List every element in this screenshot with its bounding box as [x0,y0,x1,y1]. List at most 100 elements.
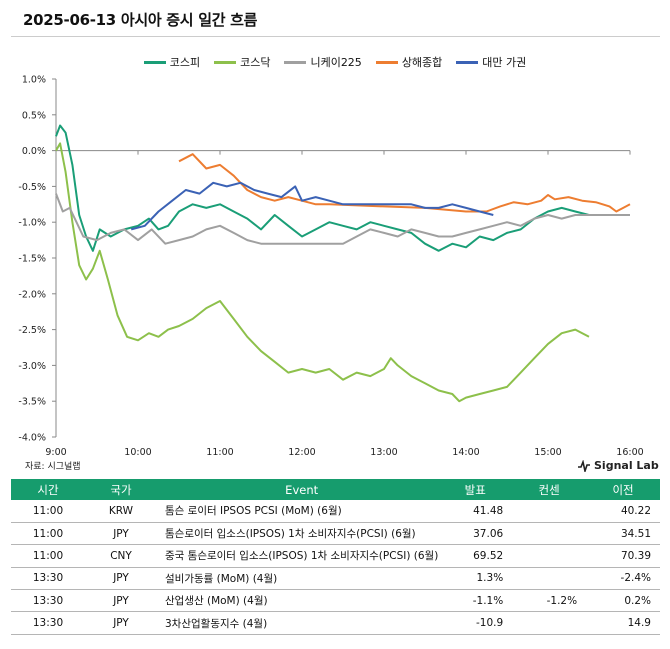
cell-consensus [512,500,587,523]
cell-time: 13:30 [11,611,85,635]
cell-time: 11:00 [11,522,85,546]
legend-label: 상해종합 [401,56,443,69]
table-row: 11:00 KRW 톰슨 로이터 IPSOS PCSI (MoM) (6월) 41.4… [11,500,660,523]
y-tick-label: -4.0% [18,433,46,444]
series-line-3 [178,153,631,213]
cell-event: 톰슨로이터 입소스(IPSOS) 1차 소비자지수(PCSI) (6월) [157,522,439,546]
cell-country: JPY [85,522,157,546]
table-row: 11:00 CNY 중국 톰슨로이터 입소스(IPSOS) 1차 소비자지수(PCS… [11,544,660,568]
cell-previous: -2.4% [586,567,660,591]
header-event: Event [157,479,439,500]
table-row: 13:30 JPY 산업생산 (MoM) (4월) -1.1% -1.2% 0.2% [11,589,660,613]
cell-consensus [512,544,587,568]
cell-time: 13:30 [11,589,85,613]
legend-label: 대만 가권 [482,56,527,69]
x-tick-label: 9:00 [45,447,66,458]
table-row: 11:00 JPY 톰슨로이터 입소스(IPSOS) 1차 소비자지수(PCSI) … [11,522,660,546]
chart-axes: 1.0% 0.5% 0.0% -0.5% -1.0% -1.5% -2.0% -2.5% -3.… [18,75,643,459]
x-tick-label: 10:00 [124,447,151,458]
cell-country: CNY [85,544,157,568]
table-row: 13:30 JPY 설비가동률 (MoM) (4월) 1.3% -2.4% [11,567,660,591]
series-line-4 [130,181,494,231]
y-tick-label: 0.5% [22,110,46,121]
legend-item-1: 코스닥 [214,54,270,70]
brand-name: Signal Lab [594,459,659,472]
cell-event: 설비가동률 (MoM) (4월) [157,567,439,591]
x-tick-label: 15:00 [534,447,561,458]
economic-events-table: 시간 국가 Event 발표 컨센 이전 11:00 KRW 톰슨 로이터 IPSO… [11,479,660,635]
series-line-2 [55,193,630,245]
legend-item-4: 대만 가권 [456,54,526,70]
cell-previous: 14.9 [586,611,660,635]
cell-country: JPY [85,611,157,635]
chart-series [55,124,631,403]
y-tick-label: -2.5% [18,325,46,336]
line-chart: 1.0% 0.5% 0.0% -0.5% -1.0% -1.5% -2.0% -2.5% -3.… [18,75,643,459]
legend-label: 코스닥 [240,56,271,69]
cell-consensus [512,522,587,546]
y-tick-label: -3.0% [18,361,46,372]
cell-consensus [512,611,587,635]
y-tick-label: -1.5% [18,254,46,265]
x-tick-label: 16:00 [616,447,643,458]
header-previous: 이전 [586,479,660,500]
cell-event: 중국 톰슨로이터 입소스(IPSOS) 1차 소비자지수(PCSI) (6월) [157,544,439,568]
cell-actual: 37.06 [438,522,513,546]
cell-previous: 34.51 [586,522,660,546]
cell-actual: 1.3% [438,567,513,591]
cell-actual: 69.52 [438,544,513,568]
cell-previous: 70.39 [586,544,660,568]
cell-event: 3차산업활동지수 (4월) [157,611,439,635]
y-tick-label: 0.0% [22,146,46,157]
chart-legend: 코스피 코스닥 니케이225 상해종합 대만 가권 [0,54,670,70]
x-tick-label: 12:00 [288,447,315,458]
cell-country: KRW [85,500,157,523]
y-tick-label: -3.5% [18,397,46,408]
table-header-row: 시간 국가 Event 발표 컨센 이전 [11,479,660,500]
legend-swatch [375,60,398,64]
x-tick-label: 14:00 [452,447,479,458]
signal-wave-icon [578,459,590,472]
page-title: 2025-06-13 아시아 증시 일간 흐름 [23,11,258,29]
source-note: 자료: 시그널랩 [25,462,81,472]
legend-swatch [284,60,307,64]
legend-swatch [143,60,166,64]
y-tick-label: 1.0% [22,75,46,86]
table-body: 11:00 KRW 톰슨 로이터 IPSOS PCSI (MoM) (6월) 41.4… [11,500,660,635]
cell-time: 11:00 [11,500,85,523]
cell-consensus: -1.2% [512,589,587,613]
legend-swatch [456,60,479,64]
legend-label: 니케이225 [310,56,362,69]
cell-time: 13:30 [11,567,85,591]
cell-actual: 41.48 [438,500,513,523]
y-tick-label: -2.0% [18,289,46,300]
cell-country: JPY [85,589,157,613]
x-tick-label: 13:00 [370,447,397,458]
cell-country: JPY [85,567,157,591]
y-tick-label: -0.5% [18,182,46,193]
cell-event: 산업생산 (MoM) (4월) [157,589,439,613]
legend-item-3: 상해종합 [375,54,443,70]
header-time: 시간 [11,479,85,500]
legend-swatch [214,60,237,64]
series-line-0 [55,124,590,252]
cell-previous: 40.22 [586,500,660,523]
legend-label: 코스피 [169,56,201,69]
cell-time: 11:00 [11,544,85,568]
header-consensus: 컨센 [512,479,587,500]
y-tick-label: -1.0% [18,218,46,229]
header-actual: 발표 [438,479,513,500]
series-line-1 [55,142,590,403]
cell-event: 톰슨 로이터 IPSOS PCSI (MoM) (6월) [157,500,439,523]
cell-actual: -1.1% [438,589,513,613]
brand-logo: Signal Lab [577,459,659,472]
legend-item-2: 니케이225 [284,54,362,70]
legend-item-0: 코스피 [143,54,201,70]
x-tick-label: 11:00 [206,447,233,458]
table-row: 13:30 JPY 3차산업활동지수 (4월) -10.9 14.9 [11,611,660,635]
cell-actual: -10.9 [438,611,513,635]
title-divider [11,36,660,37]
cell-previous: 0.2% [586,589,660,613]
header-country: 국가 [85,479,157,500]
cell-consensus [512,567,587,591]
